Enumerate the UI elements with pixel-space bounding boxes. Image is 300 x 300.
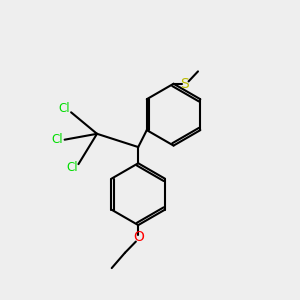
Text: S: S (180, 77, 189, 91)
Text: O: O (133, 230, 144, 244)
Text: Cl: Cl (51, 133, 63, 146)
Text: Cl: Cl (66, 161, 78, 174)
Text: Cl: Cl (59, 102, 70, 115)
